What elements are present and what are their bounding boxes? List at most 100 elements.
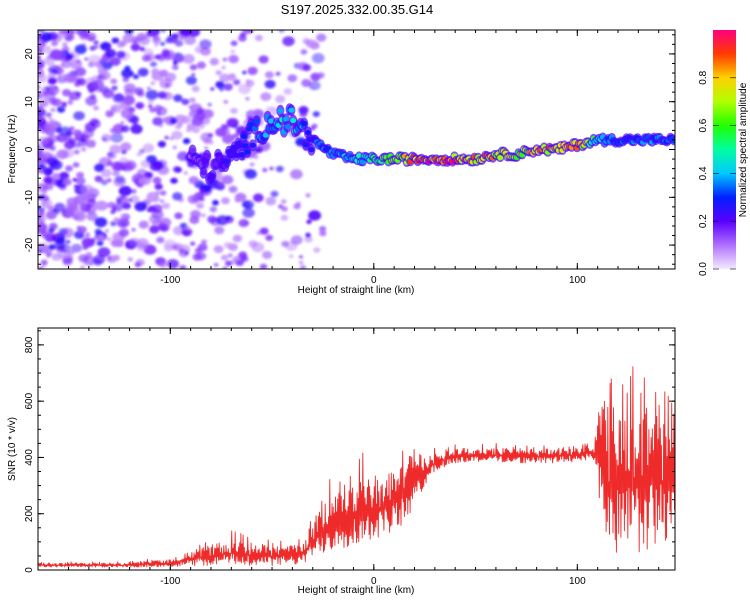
noise-blob	[109, 57, 121, 66]
noise-blob	[219, 73, 231, 83]
snr-panel: -100 0 100 0 200 400 600 800 Height of straigh…	[7, 327, 676, 596]
noise-blob	[189, 64, 198, 71]
noise-blob	[40, 259, 48, 266]
noise-blob	[86, 198, 97, 207]
noise-blob	[269, 166, 274, 171]
noise-blob	[95, 200, 108, 211]
noise-blob	[316, 33, 327, 42]
noise-blob	[222, 133, 235, 144]
noise-blob	[280, 199, 287, 204]
noise-blob	[264, 71, 274, 79]
noise-blob	[47, 77, 57, 85]
noise-blob	[181, 98, 190, 106]
noise-blob	[319, 226, 327, 232]
noise-blob	[134, 87, 144, 96]
noise-blob	[86, 211, 98, 221]
noise-blob	[38, 249, 43, 254]
noise-blob	[265, 196, 277, 206]
noise-blob	[245, 79, 255, 87]
ridge-cell	[497, 155, 504, 161]
snr-x-label: Height of straight line (km)	[298, 585, 415, 596]
noise-blob	[302, 38, 310, 45]
noise-blob	[93, 44, 99, 50]
noise-blob	[111, 206, 117, 211]
noise-blob	[171, 244, 179, 250]
noise-blob	[93, 40, 99, 45]
noise-blob	[139, 46, 146, 52]
noise-blob	[221, 175, 234, 185]
noise-blob	[134, 201, 147, 212]
colorbar-gradient	[713, 30, 736, 269]
ridge-cell	[189, 147, 196, 154]
noise-blob	[215, 80, 225, 89]
noise-blob	[275, 165, 284, 173]
noise-blob	[207, 133, 214, 138]
noise-blob	[100, 61, 105, 65]
noise-blob	[252, 108, 264, 118]
noise-blob	[61, 30, 68, 35]
noise-blob	[281, 240, 289, 247]
noise-blob	[254, 34, 263, 42]
y-tick-label: 10	[24, 96, 35, 108]
noise-blob	[298, 106, 309, 115]
noise-blob	[221, 66, 226, 70]
noise-blob	[122, 202, 131, 210]
noise-blob	[38, 40, 42, 45]
noise-blob	[138, 35, 151, 46]
noise-blob	[183, 171, 188, 175]
noise-blob	[233, 124, 238, 129]
noise-blob	[62, 178, 72, 186]
noise-blob	[73, 149, 80, 155]
noise-blob	[262, 250, 273, 260]
noise-blob	[61, 60, 72, 69]
noise-blob	[209, 57, 219, 66]
ridge-cell	[204, 153, 211, 159]
noise-blob	[259, 227, 269, 235]
colorbar-tick-label: 0.6	[698, 118, 709, 132]
noise-blob	[184, 251, 189, 255]
noise-blob	[304, 236, 313, 243]
spectrogram-x-ticks: -100 0 100	[68, 30, 660, 286]
noise-blob	[181, 115, 192, 124]
noise-blob	[38, 50, 44, 55]
noise-blob	[68, 95, 75, 101]
ridge-cell	[288, 107, 295, 113]
ridge-cell	[301, 120, 308, 127]
noise-blob	[134, 261, 142, 268]
noise-blob	[215, 70, 222, 76]
noise-blob	[88, 54, 102, 65]
noise-blob	[162, 116, 170, 123]
noise-blob	[172, 226, 185, 236]
ridge-cell	[240, 133, 247, 139]
noise-blob	[47, 166, 54, 171]
noise-blob	[159, 199, 165, 203]
noise-blob	[72, 129, 83, 137]
noise-blob	[196, 202, 204, 209]
noise-blob	[62, 89, 72, 97]
x-tick-label: -100	[160, 576, 180, 587]
noise-blob	[149, 225, 160, 234]
noise-blob	[145, 89, 159, 100]
noise-blob	[154, 43, 159, 47]
noise-blob	[275, 71, 281, 76]
noise-blob	[94, 163, 105, 172]
noise-blob	[48, 116, 53, 121]
noise-blob	[219, 87, 224, 92]
noise-blob	[48, 244, 56, 251]
noise-blob	[100, 168, 112, 178]
noise-blob	[46, 156, 59, 167]
noise-blob	[214, 226, 225, 235]
noise-blob	[207, 102, 212, 107]
noise-blob	[171, 64, 179, 71]
noise-blob	[172, 166, 181, 173]
noise-blob	[185, 76, 197, 85]
noise-blob	[202, 184, 212, 192]
noise-blob	[164, 135, 170, 140]
noise-blob	[118, 228, 129, 237]
noise-blob	[162, 51, 171, 59]
noise-blob	[116, 50, 126, 59]
noise-blob	[76, 77, 86, 86]
noise-blob	[38, 182, 49, 193]
noise-blob	[113, 217, 120, 222]
noise-blob	[246, 30, 254, 34]
